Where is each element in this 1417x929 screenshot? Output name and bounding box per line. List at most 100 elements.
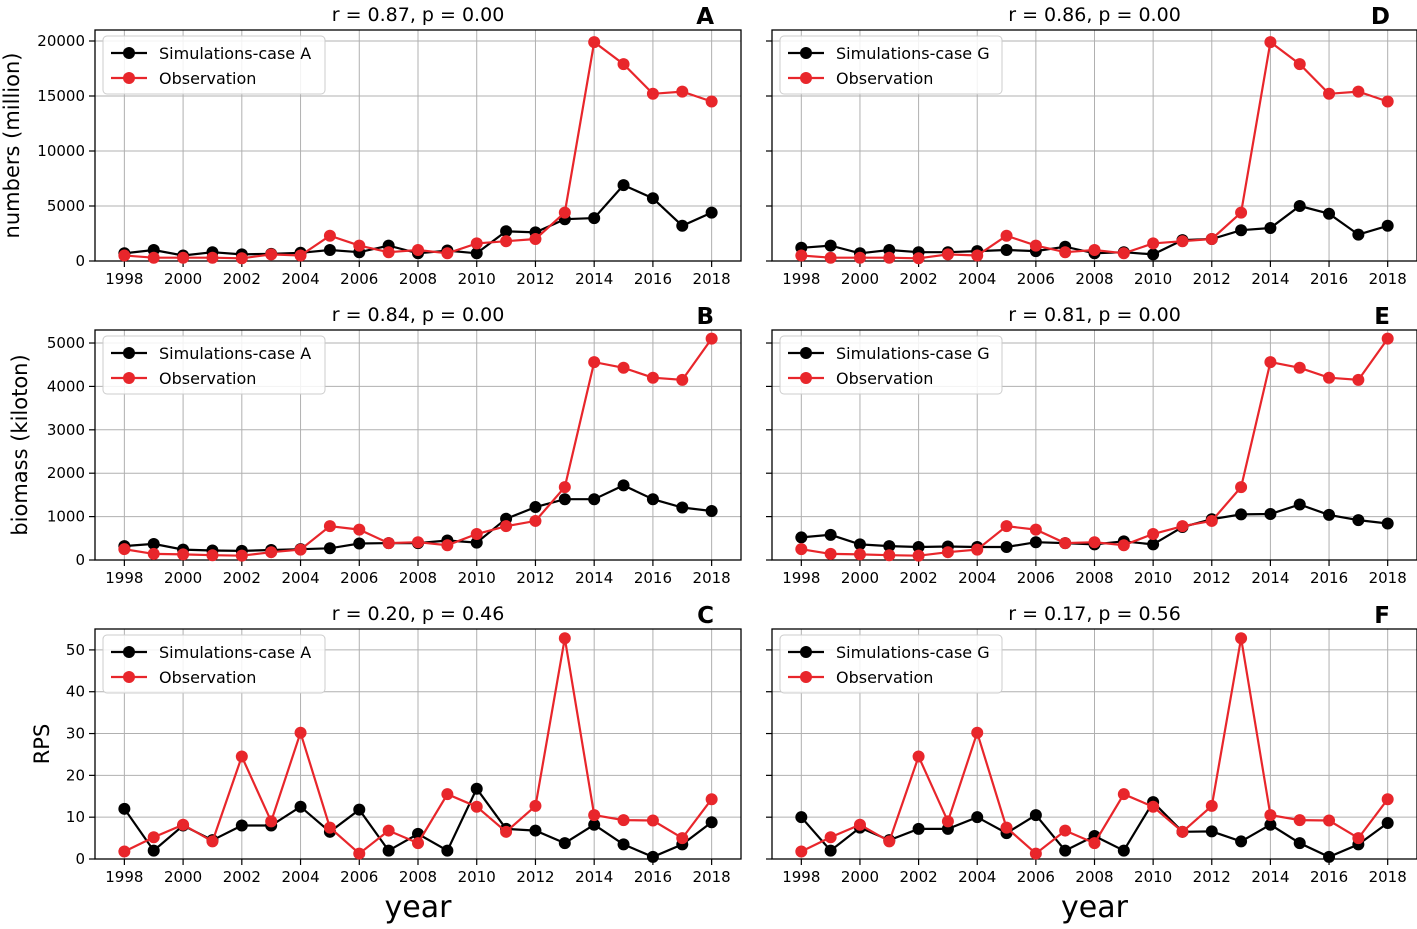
data-point (676, 832, 689, 845)
x-tick-label: 2012 (1193, 270, 1231, 288)
data-point (824, 239, 837, 252)
data-point (1264, 818, 1277, 831)
data-point (588, 818, 601, 831)
x-tick-label: 2002 (223, 868, 261, 886)
data-point (470, 247, 483, 260)
data-point (1000, 540, 1013, 553)
data-point (1264, 222, 1277, 234)
data-point (206, 835, 219, 848)
series-observation (118, 332, 718, 562)
legend-marker (123, 372, 135, 384)
data-point (1059, 246, 1072, 259)
legend-marker (123, 671, 135, 683)
x-tick-label: 2012 (516, 868, 554, 886)
data-point (294, 249, 307, 262)
panel-letter: A (696, 4, 714, 30)
legend-box (102, 335, 326, 395)
data-point (265, 248, 278, 261)
data-point (971, 811, 984, 824)
panel-A: 1998 2000 2002 2004 2006 2008 2010 2012 2014 2016… (0, 4, 742, 288)
x-tick-label: 2018 (1369, 868, 1407, 886)
x-tick-label: 2012 (516, 569, 554, 587)
data-point (529, 233, 542, 245)
data-point (470, 527, 483, 540)
data-point (617, 838, 630, 851)
panel-letter: E (1374, 304, 1390, 330)
data-point (1117, 247, 1130, 260)
data-point (646, 371, 659, 384)
data-point (617, 814, 630, 827)
x-tick-label: 2018 (1369, 569, 1407, 587)
data-point (1323, 508, 1336, 521)
legend-label: Simulations-case A (159, 344, 311, 363)
data-point (1000, 520, 1013, 533)
data-point (235, 819, 248, 832)
data-point (912, 750, 925, 763)
data-point (500, 520, 513, 533)
x-tick-label: 2010 (1134, 868, 1172, 886)
data-point (353, 537, 366, 550)
x-tick-label: 2014 (575, 868, 613, 886)
legend-label: Observation (836, 668, 933, 687)
data-point (1381, 517, 1394, 530)
data-point (1205, 825, 1218, 838)
legend-marker (800, 671, 812, 683)
data-point (265, 546, 278, 559)
x-tick-label: 2004 (958, 569, 996, 587)
y-tick-label: 3000 (47, 421, 85, 439)
x-tick-label: 2016 (634, 270, 672, 288)
data-point (1147, 538, 1160, 551)
x-tick-label: 2010 (458, 270, 496, 288)
x-tick-label: 2000 (164, 270, 202, 288)
data-point (1323, 87, 1336, 100)
data-point (646, 192, 659, 205)
x-tick-label: 2010 (1134, 270, 1172, 288)
legend-marker (123, 646, 135, 658)
data-point (676, 219, 689, 232)
data-point (1000, 244, 1013, 256)
y-tick-label: 10000 (37, 142, 85, 160)
data-point (1029, 536, 1042, 549)
x-tick-label: 2016 (1310, 270, 1348, 288)
data-point (941, 546, 954, 559)
data-point (1117, 788, 1130, 801)
data-point (676, 85, 689, 98)
x-tick-label: 2006 (340, 569, 378, 587)
legend: Simulations-case G Observation (779, 35, 1003, 95)
data-point (1264, 508, 1277, 520)
data-point (795, 543, 808, 556)
data-point (206, 549, 219, 562)
data-point (1147, 800, 1160, 813)
data-point (323, 520, 336, 533)
data-point (558, 493, 571, 506)
data-point (382, 537, 395, 550)
x-tick-label: 2006 (340, 270, 378, 288)
y-axis-label: RPS (30, 724, 54, 765)
legend-marker (800, 372, 812, 384)
legend: Simulations-case G Observation (779, 634, 1003, 694)
panel-D: 1998 2000 2002 2004 2006 2008 2010 2012 2014 2016… (766, 4, 1417, 288)
y-tick-label: 40 (66, 683, 85, 701)
data-point (1235, 835, 1248, 848)
data-point (558, 837, 571, 850)
data-point (617, 479, 630, 492)
x-tick-label: 2012 (1193, 868, 1231, 886)
legend-box (102, 35, 326, 95)
x-tick-label: 2000 (841, 868, 879, 886)
data-point (558, 632, 571, 645)
data-point (1088, 837, 1101, 850)
x-tick-label: 2002 (223, 270, 261, 288)
data-point (529, 824, 542, 837)
data-point (470, 536, 483, 549)
data-point (646, 850, 659, 863)
panel-letter: B (696, 304, 714, 330)
series-observation (795, 332, 1394, 562)
data-point (1352, 514, 1365, 527)
x-tick-label: 2014 (1251, 270, 1289, 288)
data-point (795, 249, 808, 262)
x-tick-label: 2000 (841, 569, 879, 587)
legend-marker (123, 72, 135, 84)
data-point (1147, 248, 1160, 261)
